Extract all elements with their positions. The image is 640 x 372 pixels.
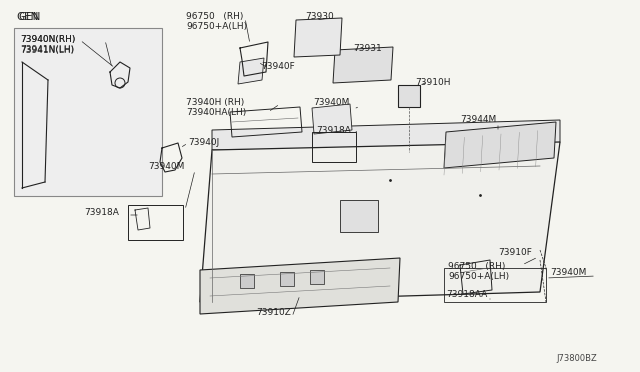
Polygon shape [212,120,560,150]
Text: 73941N(LH): 73941N(LH) [20,45,74,54]
Polygon shape [294,18,342,57]
Text: 73940HA(LH): 73940HA(LH) [186,108,246,117]
Text: 73940N(RH): 73940N(RH) [20,35,76,44]
Polygon shape [238,58,264,84]
Text: 96750   (RH): 96750 (RH) [448,262,506,271]
Bar [14,28,162,196]
Text: 73941N(LH): 73941N(LH) [20,46,74,55]
Text: 73910F: 73910F [498,248,532,257]
Text: J73800BZ: J73800BZ [556,354,596,363]
Text: 73931: 73931 [353,44,381,53]
Text: 73940N(RH): 73940N(RH) [20,35,76,44]
Bar [312,132,356,162]
Bar [128,205,183,240]
Text: 73918A: 73918A [84,208,119,217]
Polygon shape [200,258,400,314]
Bar [398,85,420,107]
Text: 96750+A(LH): 96750+A(LH) [448,272,509,281]
Polygon shape [444,122,556,168]
Text: 96750   (RH): 96750 (RH) [186,12,243,21]
Text: 96750+A(LH): 96750+A(LH) [186,22,247,31]
Text: GEN: GEN [18,12,40,22]
Bar [444,268,546,302]
Polygon shape [200,142,560,302]
Text: 73910Z: 73910Z [256,308,291,317]
Text: 73940J: 73940J [188,138,220,147]
Text: 73944M: 73944M [460,115,496,124]
Text: 73910H: 73910H [415,78,451,87]
Text: 73940F: 73940F [261,62,295,71]
Text: 73930: 73930 [305,12,333,21]
Text: 73918A: 73918A [316,126,351,135]
Text: 73940M: 73940M [148,162,184,171]
Polygon shape [333,47,393,83]
Text: 73940M: 73940M [313,98,349,107]
Bar [340,200,378,232]
Text: GEN: GEN [16,12,38,22]
Bar [310,270,324,284]
Bar [240,274,254,288]
Text: 73918AA: 73918AA [446,290,487,299]
Text: 73940M: 73940M [550,268,586,277]
Polygon shape [312,104,352,134]
Text: 73940H (RH): 73940H (RH) [186,98,244,107]
Bar [280,272,294,286]
